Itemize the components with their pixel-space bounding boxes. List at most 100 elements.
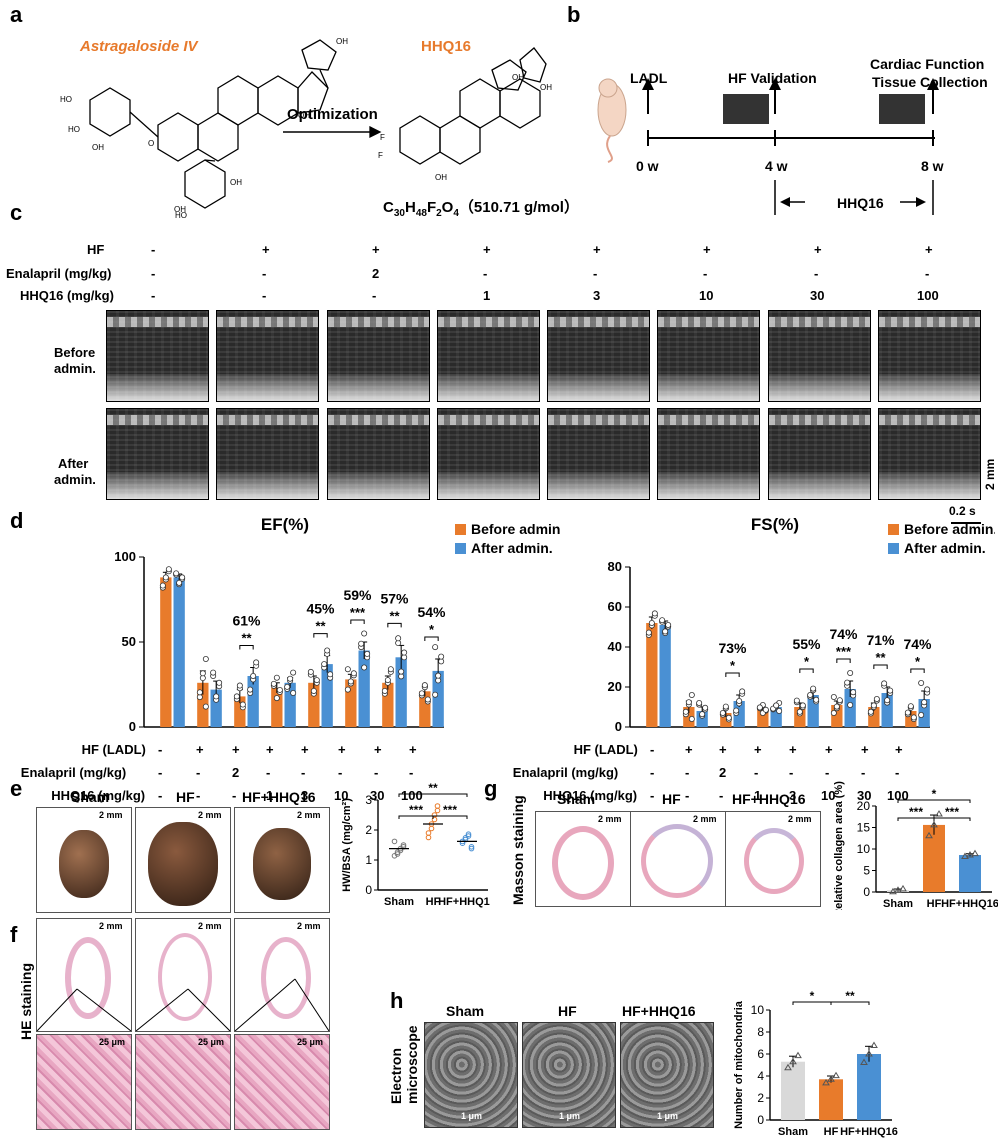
e-label-hf: HF xyxy=(176,789,195,805)
data-point xyxy=(756,704,763,711)
y-tick-label: 20 xyxy=(857,799,871,813)
legend-swatch xyxy=(455,543,466,554)
data-point xyxy=(662,628,669,635)
data-point xyxy=(350,670,357,677)
data-point xyxy=(236,682,243,689)
g-label-hfhhq: HF+HHQ16 xyxy=(732,791,806,807)
sig-stars: *** xyxy=(836,644,852,659)
data-point xyxy=(173,570,180,577)
data-point xyxy=(830,693,837,700)
data-point xyxy=(699,711,706,718)
data-point xyxy=(344,666,351,673)
panel-label-h: h xyxy=(390,988,404,1013)
data-point xyxy=(159,582,166,589)
heart-photo-hfhhq: 2 mm xyxy=(234,807,330,913)
timeline-week-0: 0 w xyxy=(636,158,659,174)
data-point xyxy=(807,691,814,698)
d-cell-hf: + xyxy=(895,742,903,757)
bar xyxy=(794,707,806,727)
d-cell-hhq16: 30 xyxy=(370,788,385,803)
mouse-icon xyxy=(597,78,627,163)
echo-before-6 xyxy=(657,310,760,402)
d-cell-hhq16: 1 xyxy=(754,788,762,803)
h-label-hf: HF xyxy=(558,1003,577,1019)
d-cell-enalapril: 2 xyxy=(719,765,727,780)
echo-after-8 xyxy=(878,408,981,500)
d-cell-hhq16: - xyxy=(650,788,655,803)
data-point xyxy=(860,1058,868,1065)
data-point xyxy=(659,617,666,624)
bar xyxy=(646,623,658,727)
c-cell-hhq16: - xyxy=(372,288,377,303)
legend-swatch xyxy=(455,524,466,535)
svg-text:OH: OH xyxy=(512,73,524,82)
h-label-hfhhq: HF+HHQ16 xyxy=(622,1003,696,1019)
data-point xyxy=(793,697,800,704)
data-point xyxy=(424,696,431,703)
fs-bar-chart: 0 20 40 60 80 FS(%) Before admin. After admin. *… xyxy=(608,515,995,734)
data-point xyxy=(253,659,260,666)
d-cell-hf: + xyxy=(719,742,727,757)
em-image-hf: 1 μm xyxy=(522,1022,616,1128)
data-point xyxy=(327,671,334,678)
data-point xyxy=(179,574,186,581)
data-point xyxy=(287,675,294,682)
y-tick-label: 0 xyxy=(863,885,870,899)
bar xyxy=(382,682,394,727)
data-point xyxy=(324,647,331,654)
molecular-formula: C30H48F2O4（510.71 g/mol） xyxy=(383,199,579,219)
d-cell-hhq16: 3 xyxy=(789,788,797,803)
data-point xyxy=(910,714,917,721)
optimization-label: Optimization xyxy=(287,106,378,123)
data-point xyxy=(284,683,291,690)
d-cell-enalapril: - xyxy=(409,765,414,780)
sig-bracket xyxy=(432,815,468,819)
data-point xyxy=(210,669,217,676)
data-point xyxy=(719,709,726,716)
data-point xyxy=(428,825,435,832)
timeline-week-4: 4 w xyxy=(765,158,788,174)
sig-stars: ** xyxy=(315,619,326,634)
data-point xyxy=(394,851,401,857)
d-cell-hhq16: 100 xyxy=(401,788,423,803)
sig-bracket xyxy=(239,645,254,650)
c-cell-hhq16: 10 xyxy=(699,288,714,303)
data-point xyxy=(810,685,817,692)
y-tick-label: 10 xyxy=(857,842,871,856)
heart-photo-sham: 2 mm xyxy=(36,807,132,913)
data-point xyxy=(889,887,897,895)
data-point xyxy=(847,701,854,708)
sig-bracket xyxy=(350,619,365,624)
data-point xyxy=(401,649,408,656)
mitochondria-bar-chart: 0 2 4 6 8 10 Number of mitochondria Sham HF HF+HH… xyxy=(733,989,898,1138)
data-point xyxy=(344,686,351,693)
d-cell-hhq16: 100 xyxy=(887,788,909,803)
timeline-hf-validation: HF Validation xyxy=(728,70,817,86)
data-point xyxy=(421,682,428,689)
bar xyxy=(918,699,930,727)
data-point xyxy=(162,574,169,581)
d-cell-hhq16: 30 xyxy=(857,788,872,803)
svg-text:O: O xyxy=(148,139,154,148)
d-cell-hhq16: 3 xyxy=(301,788,309,803)
c-cell-hf: + xyxy=(483,242,491,257)
data-point xyxy=(239,701,246,708)
svg-text:HO: HO xyxy=(175,211,187,220)
svg-text:HO: HO xyxy=(60,95,72,104)
sig-stars: ** xyxy=(875,650,886,665)
y-tick-label: 20 xyxy=(608,679,622,694)
sig-stars: ** xyxy=(389,608,400,623)
bar xyxy=(959,855,981,892)
data-point xyxy=(290,669,297,676)
pct-label: 74% xyxy=(903,636,932,652)
he-high-hf: 25 μm xyxy=(135,1034,231,1130)
c-row-label-hhq16: HHQ16 (mg/kg) xyxy=(20,288,114,303)
row-label-after: After xyxy=(58,456,89,471)
c-cell-enalapril: - xyxy=(262,266,267,281)
data-point xyxy=(971,849,979,857)
x-tick-label: HF xyxy=(927,898,942,910)
echo-before-4 xyxy=(437,310,540,402)
data-point xyxy=(391,838,398,845)
data-point xyxy=(966,851,974,858)
y-tick-label: 8 xyxy=(757,1025,764,1039)
